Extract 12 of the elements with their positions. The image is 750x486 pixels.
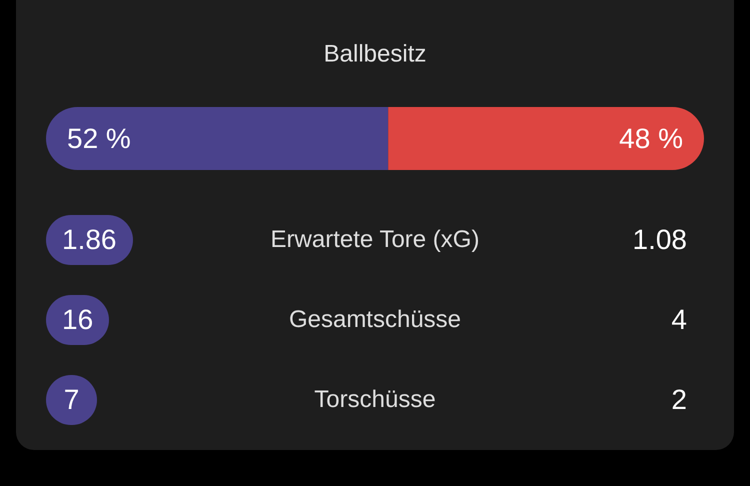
data-label: 2	[670, 383, 688, 417]
data-label: 16	[46, 295, 110, 345]
category-label: Torschüsse	[314, 386, 436, 413]
data-label: 1.08	[632, 223, 688, 257]
category-label: Erwartete Tore (xG)	[270, 226, 480, 253]
data-label: 1.86	[46, 215, 132, 265]
category-label: Gesamtschüsse	[288, 306, 462, 333]
data-label: 48 %	[619, 123, 683, 154]
data-label: 52 %	[67, 123, 131, 154]
chart-title: Ballbesitz	[324, 40, 426, 68]
data-label: 7	[46, 375, 97, 425]
data-label: 4	[670, 303, 688, 337]
